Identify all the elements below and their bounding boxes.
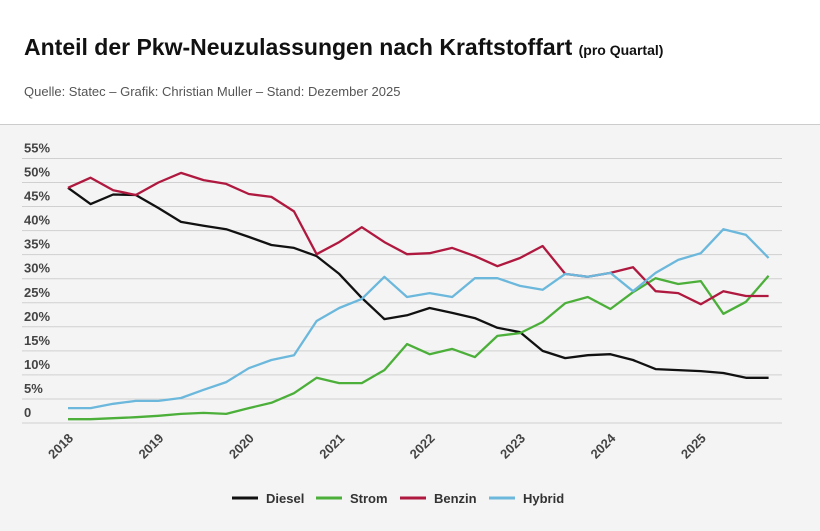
legend-label: Diesel xyxy=(266,491,304,506)
y-tick-label: 25% xyxy=(24,285,50,300)
x-tick-label: 2021 xyxy=(316,431,347,462)
y-tick-label: 0 xyxy=(24,405,31,420)
legend-label: Benzin xyxy=(434,491,477,506)
y-tick-label: 50% xyxy=(24,165,50,180)
series-line-hybrid xyxy=(68,228,770,410)
y-tick-label: 35% xyxy=(24,237,50,252)
y-tick-label: 40% xyxy=(24,213,50,228)
y-tick-label: 15% xyxy=(24,333,50,348)
x-tick-label: 2023 xyxy=(497,431,528,462)
y-tick-label: 45% xyxy=(24,189,50,204)
x-tick-label: 2020 xyxy=(226,431,257,462)
legend-label: Strom xyxy=(350,491,388,506)
chart-subtitle: Quelle: Statec – Grafik: Christian Mulle… xyxy=(24,84,401,99)
series-line-strom xyxy=(68,275,770,421)
x-tick-label: 2018 xyxy=(45,431,76,462)
chart-title: Anteil der Pkw-Neuzulassungen nach Kraft… xyxy=(24,34,663,61)
legend-label: Hybrid xyxy=(523,491,564,506)
chart-area: 0 5% 10% 15% 20% 25% 30% 35% 40% 45% 50% 55% 2018 201… xyxy=(0,125,820,531)
y-tick-label: 5% xyxy=(24,381,43,396)
series-line-benzin xyxy=(67,171,769,306)
x-tick-label: 2024 xyxy=(587,430,619,462)
line-chart: 0 5% 10% 15% 20% 25% 30% 35% 40% 45% 50% 55% 2018 201… xyxy=(22,140,782,506)
title-suffix: (pro Quartal) xyxy=(578,42,664,58)
x-tick-label: 2025 xyxy=(678,431,709,462)
y-tick-label: 55% xyxy=(24,140,50,155)
y-tick-label: 30% xyxy=(24,261,50,276)
title-main: Anteil der Pkw-Neuzulassungen nach Kraft… xyxy=(24,34,573,60)
x-tick-label: 2022 xyxy=(407,431,438,462)
series-line-diesel xyxy=(67,186,769,379)
y-tick-label: 10% xyxy=(24,357,50,372)
x-tick-label: 2019 xyxy=(135,431,166,462)
divider xyxy=(0,124,820,125)
y-tick-label: 20% xyxy=(24,309,50,324)
header: Anteil der Pkw-Neuzulassungen nach Kraft… xyxy=(0,0,820,124)
